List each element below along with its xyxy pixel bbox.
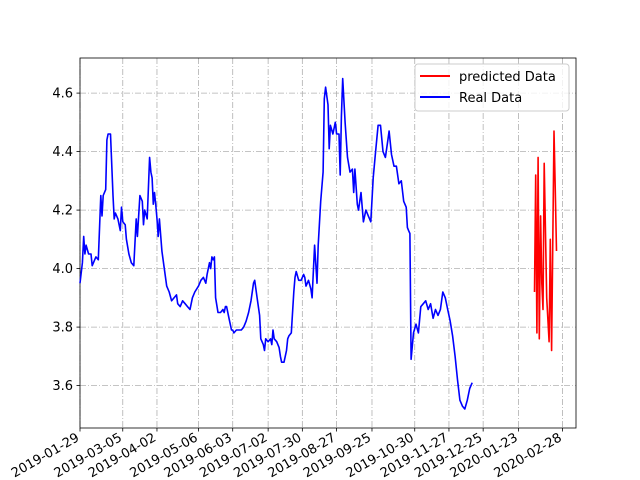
legend-box <box>414 63 570 112</box>
y-tick-label: 4.4 <box>52 145 73 160</box>
y-tick-label: 4.0 <box>52 262 73 277</box>
axes-frame <box>79 57 577 429</box>
series-line-real <box>79 77 473 410</box>
legend-label-predicted: predicted Data <box>459 70 556 85</box>
gridlines <box>79 58 576 428</box>
y-tick-label: 3.8 <box>52 321 73 336</box>
legend: predicted Data Real Data <box>414 63 570 112</box>
y-tick-label: 4.2 <box>52 204 73 219</box>
series-line-predicted <box>533 130 558 352</box>
y-tick-label: 4.6 <box>52 87 73 102</box>
series-layer <box>79 77 558 410</box>
y-tick-label: 3.6 <box>52 379 73 394</box>
plot-area-border <box>79 57 577 429</box>
legend-label-real: Real Data <box>459 91 522 106</box>
